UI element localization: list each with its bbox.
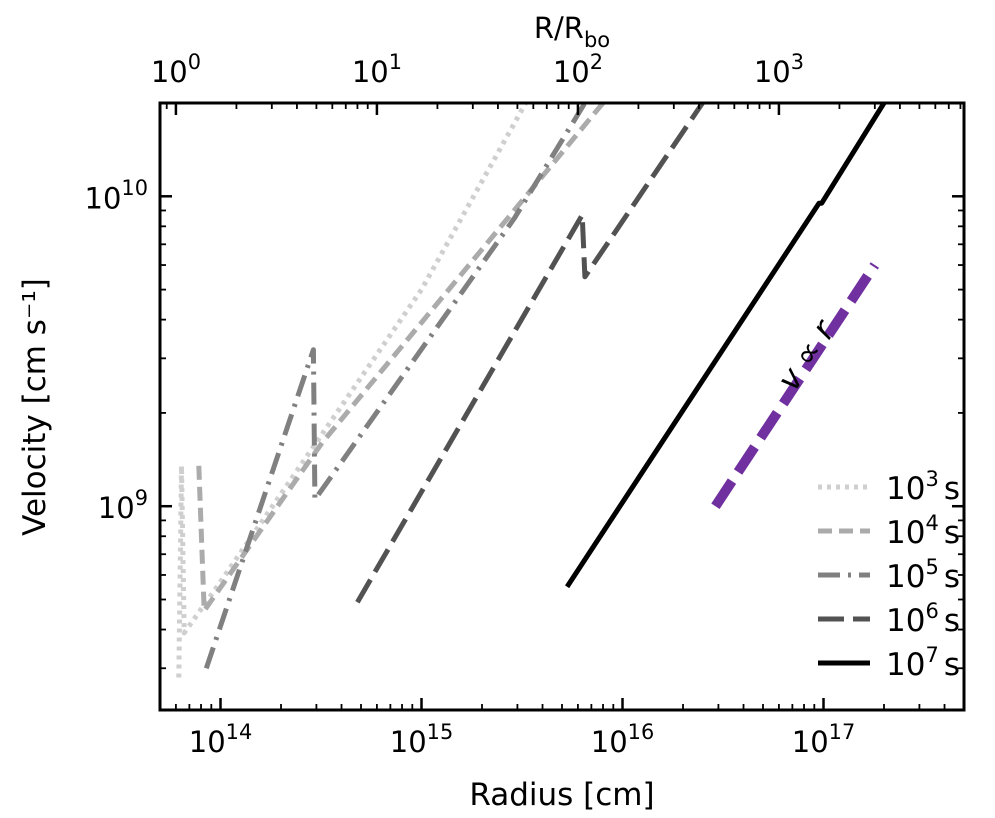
legend-label-3: 103 s bbox=[886, 467, 960, 507]
x-tick-label: 1015 bbox=[390, 720, 453, 759]
series-line-7 bbox=[565, 103, 887, 589]
top-tick-label: 100 bbox=[151, 50, 201, 89]
series-line-3 bbox=[176, 103, 528, 678]
series-line-4 bbox=[196, 103, 605, 614]
annotation-layer: v ∝ r bbox=[711, 262, 879, 509]
y-tick-label: 1010 bbox=[85, 176, 148, 215]
x-tick-label: 1016 bbox=[591, 720, 654, 759]
top-axis-label-subscript: bo bbox=[584, 28, 610, 52]
legend-label-7: 107 s bbox=[886, 643, 960, 683]
x-axis-label: Radius [cm] bbox=[469, 777, 654, 813]
legend-label-5: 105 s bbox=[886, 555, 960, 595]
top-tick-label: 102 bbox=[553, 50, 603, 89]
series-layer bbox=[176, 103, 887, 678]
series-line-5 bbox=[203, 103, 588, 670]
proportionality-line bbox=[711, 262, 879, 509]
x-tick-label: 1014 bbox=[189, 720, 252, 759]
series-line-6 bbox=[355, 103, 705, 604]
top-axis-label-main: R/R bbox=[534, 11, 584, 45]
y-axis-label: Velocity [cm s⁻¹] bbox=[17, 278, 53, 536]
top-axis-label: R/Rbo bbox=[534, 11, 610, 52]
top-tick-label: 103 bbox=[754, 50, 804, 89]
y-tick-label: 109 bbox=[98, 486, 148, 525]
tick-marks bbox=[160, 103, 964, 710]
legend-label-4: 104 s bbox=[886, 511, 960, 551]
top-tick-label: 101 bbox=[352, 50, 402, 89]
x-tick-label: 1017 bbox=[792, 720, 855, 759]
legend-label-6: 106 s bbox=[886, 599, 960, 639]
tick-labels: 1014 1015 1016 1017 109 1010 100 101 102 103 bbox=[85, 50, 856, 759]
